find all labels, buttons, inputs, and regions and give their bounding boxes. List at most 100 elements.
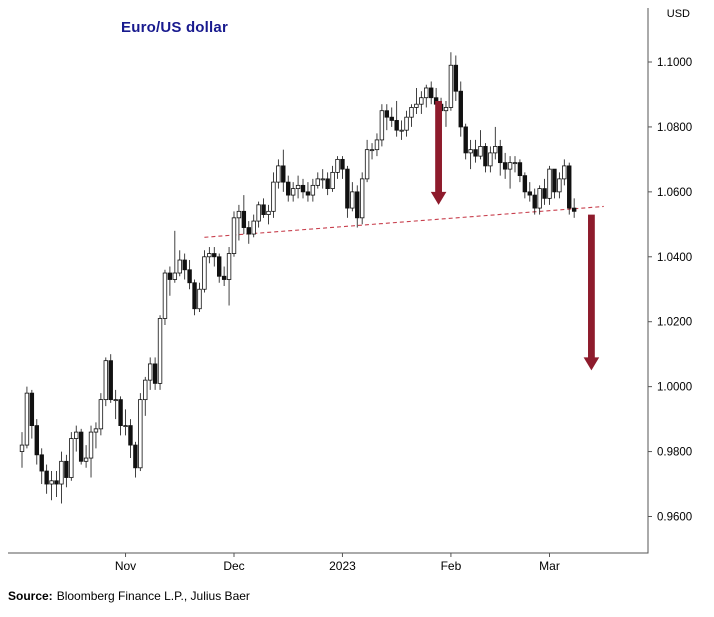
candle-body xyxy=(113,399,118,402)
candle-body xyxy=(281,165,286,183)
candle-body xyxy=(478,146,483,157)
candle-body xyxy=(335,158,340,173)
candle-body xyxy=(498,146,503,164)
candle-body xyxy=(202,256,207,290)
candle-body xyxy=(522,175,528,193)
candle-body xyxy=(547,168,552,199)
candle-body xyxy=(369,149,375,152)
candle-body xyxy=(448,64,454,108)
source-text: Bloomberg Finance L.P., Julius Baer xyxy=(56,589,250,603)
candle-body xyxy=(128,425,133,446)
candle-body xyxy=(458,90,463,128)
candle-body xyxy=(355,191,360,219)
y-axis-unit-label: USD xyxy=(666,8,690,20)
y-tick-label: 1.0000 xyxy=(657,382,692,394)
candle-body xyxy=(246,227,251,235)
candle-body xyxy=(177,259,182,274)
candle-body xyxy=(286,181,291,196)
y-tick-label: 1.0600 xyxy=(657,187,692,199)
candle-body xyxy=(404,116,409,131)
candle-body xyxy=(276,165,281,183)
y-tick-label: 0.9600 xyxy=(657,511,692,523)
candle-body xyxy=(103,360,109,401)
down-arrow-icon xyxy=(583,214,600,371)
candle-body xyxy=(216,256,222,277)
x-tick-label: Feb xyxy=(441,559,462,573)
candle-body xyxy=(182,259,187,271)
candle-body xyxy=(350,191,355,209)
candle-body xyxy=(305,191,311,196)
candle-body xyxy=(44,470,49,485)
source-label: Source: xyxy=(8,589,53,603)
candle-body xyxy=(379,110,385,141)
candle-body xyxy=(567,165,572,209)
y-tick-label: 1.1000 xyxy=(657,57,692,69)
candle-body xyxy=(34,425,39,456)
candle-body xyxy=(330,171,335,190)
candle-body xyxy=(325,178,330,190)
candle-body xyxy=(64,460,69,478)
candle-body xyxy=(49,480,54,485)
trendline xyxy=(204,205,604,238)
axes xyxy=(8,8,649,554)
candle-body xyxy=(69,438,74,478)
candle-body xyxy=(290,188,296,196)
x-tick-label: 2023 xyxy=(329,559,356,573)
candle-body xyxy=(271,181,276,212)
candle-body xyxy=(212,253,217,258)
candle-body xyxy=(192,282,197,310)
y-tick-label: 1.0800 xyxy=(657,122,692,134)
candle-body xyxy=(162,272,168,319)
down-arrows xyxy=(430,100,600,371)
candle-body xyxy=(24,392,30,446)
candle-body xyxy=(409,107,414,118)
y-tick-label: 0.9800 xyxy=(657,447,692,459)
candle-body xyxy=(231,217,237,254)
candle-body xyxy=(261,204,266,215)
candle-body xyxy=(241,210,247,228)
candle-body xyxy=(399,129,404,132)
candle-body xyxy=(19,444,25,452)
x-tick-label: Mar xyxy=(539,559,560,573)
candle-body xyxy=(359,178,365,219)
candle-body xyxy=(310,184,316,196)
candle-body xyxy=(172,272,178,280)
candle-body xyxy=(39,454,44,472)
candle-body xyxy=(532,194,537,209)
candle-body xyxy=(147,363,153,381)
candle-body xyxy=(552,168,557,193)
candle-body xyxy=(453,64,459,92)
candle-body xyxy=(207,253,212,258)
candle-body xyxy=(29,392,35,426)
y-axis: 1.1000 1.0800 1.0600 1.0400 1.0200 1.0000 0.98… xyxy=(648,57,692,523)
axis-lines xyxy=(8,8,649,554)
candle-body xyxy=(463,126,468,154)
candlestick-chart: 1.1000 1.0800 1.0600 1.0400 1.0200 1.0000 0.98… xyxy=(8,8,692,573)
y-tick-label: 1.0400 xyxy=(657,252,692,264)
candle-body xyxy=(384,110,390,118)
candle-body xyxy=(517,162,523,177)
candle-body xyxy=(374,139,380,151)
candle-body xyxy=(54,480,59,485)
candle-body xyxy=(78,431,84,462)
candle-body xyxy=(251,220,256,235)
x-axis: Nov Dec 2023 Feb Mar xyxy=(115,553,560,573)
x-tick-label: Dec xyxy=(223,559,244,573)
candle-body xyxy=(98,399,104,430)
candle-body xyxy=(108,360,113,401)
candle-body xyxy=(340,158,345,170)
x-tick-label: Nov xyxy=(115,559,136,573)
source-line: Source: Bloomberg Finance L.P., Julius Ba… xyxy=(8,589,250,603)
y-tick-label: 1.0200 xyxy=(657,317,692,329)
candle-body xyxy=(502,162,508,170)
candle-body xyxy=(320,178,325,181)
candles xyxy=(19,52,577,504)
candle-body xyxy=(394,120,399,131)
candle-body xyxy=(152,363,158,384)
candle-body xyxy=(537,188,542,209)
candle-body xyxy=(512,162,518,165)
candle-body xyxy=(197,288,202,310)
candle-body xyxy=(74,431,79,439)
candle-body xyxy=(221,275,227,280)
